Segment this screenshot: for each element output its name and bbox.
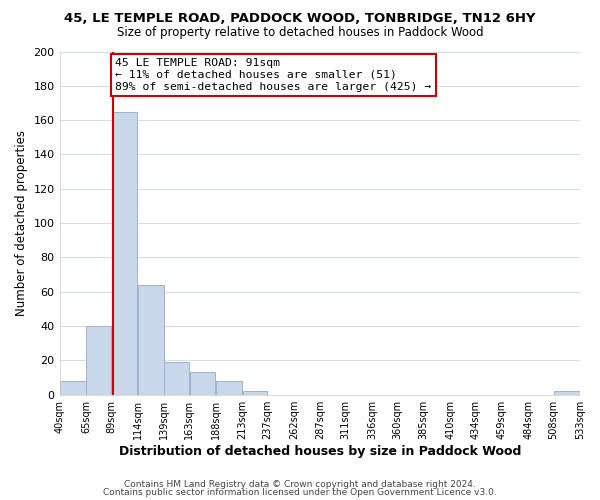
Bar — [554, 392, 580, 394]
Text: 45 LE TEMPLE ROAD: 91sqm
← 11% of detached houses are smaller (51)
89% of semi-d: 45 LE TEMPLE ROAD: 91sqm ← 11% of detach… — [115, 58, 432, 92]
Bar — [216, 381, 242, 394]
Bar — [138, 285, 164, 395]
Text: Size of property relative to detached houses in Paddock Wood: Size of property relative to detached ho… — [116, 26, 484, 39]
Bar — [86, 326, 111, 394]
Text: Contains HM Land Registry data © Crown copyright and database right 2024.: Contains HM Land Registry data © Crown c… — [124, 480, 476, 489]
Text: Contains public sector information licensed under the Open Government Licence v3: Contains public sector information licen… — [103, 488, 497, 497]
Bar — [190, 372, 215, 394]
Y-axis label: Number of detached properties: Number of detached properties — [15, 130, 28, 316]
X-axis label: Distribution of detached houses by size in Paddock Wood: Distribution of detached houses by size … — [119, 444, 521, 458]
Bar — [242, 392, 267, 394]
Bar — [164, 362, 189, 394]
Bar — [112, 112, 137, 395]
Bar — [60, 381, 86, 394]
Text: 45, LE TEMPLE ROAD, PADDOCK WOOD, TONBRIDGE, TN12 6HY: 45, LE TEMPLE ROAD, PADDOCK WOOD, TONBRI… — [64, 12, 536, 26]
